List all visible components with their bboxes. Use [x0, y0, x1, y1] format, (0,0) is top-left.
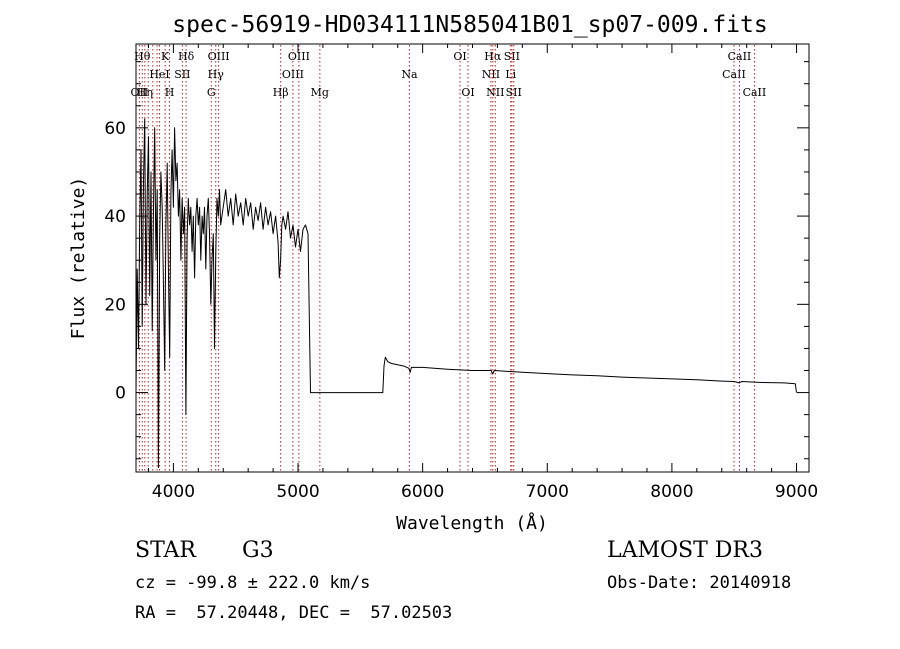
line-marker-label: Hβ: [273, 86, 289, 99]
spectral-line-markers: OII Hθ Hη HeI K H SII Hδ G Hγ OIII Hβ OIII OIII Mg Na OI…: [131, 45, 767, 471]
x-axis: 4000 5000 6000 7000 8000 9000: [147, 44, 818, 502]
line-marker-label: NII: [486, 86, 504, 99]
line-marker-label: Na: [401, 68, 418, 81]
y-tick-label: 20: [104, 295, 126, 315]
line-marker-label: OII: [131, 86, 149, 99]
x-tick-label: 4000: [152, 482, 195, 502]
y-axis: 0 20 40 60: [104, 61, 809, 460]
plot-frame: [135, 43, 810, 473]
line-marker-label: NII: [482, 68, 500, 81]
line-marker-label: Hδ: [178, 50, 195, 63]
line-marker-label: H: [165, 86, 175, 99]
line-marker-label: Li: [505, 68, 516, 81]
ra-dec: RA = 57.20448, DEC = 57.02503: [135, 603, 453, 623]
y-tick-label: 40: [104, 207, 126, 227]
survey-name: LAMOST DR3: [607, 538, 763, 563]
redshift-cz: cz = -99.8 ± 222.0 km/s: [135, 573, 371, 593]
line-marker-label: K: [161, 50, 170, 63]
line-marker-label: Hη: [137, 86, 153, 99]
x-tick-label: 8000: [650, 482, 693, 502]
line-marker-label: CaII: [722, 68, 746, 81]
line-marker-label: Hθ: [134, 50, 151, 63]
x-tick-label: 5000: [276, 482, 319, 502]
line-marker-label: CaII: [743, 86, 767, 99]
line-marker-label: SII: [504, 50, 520, 63]
chart-title: spec-56919-HD034111N585041B01_sp07-009.f…: [172, 12, 767, 38]
x-tick-label: 6000: [401, 482, 444, 502]
line-marker-label: G: [207, 86, 216, 99]
line-marker-label: OIII: [288, 50, 310, 63]
y-tick-label: 0: [115, 384, 126, 404]
x-tick-label: 9000: [775, 482, 818, 502]
object-class: STAR: [135, 538, 196, 563]
y-axis-label: Flux (relative): [68, 177, 89, 340]
line-marker-label: SII: [174, 68, 190, 81]
y-tick-label: 60: [104, 119, 126, 139]
line-marker-label: Hγ: [208, 68, 225, 81]
object-subclass: G3: [242, 538, 274, 563]
line-marker-label: OI: [461, 86, 474, 99]
line-marker-label: OIII: [282, 68, 304, 81]
line-marker-label: CaII: [728, 50, 752, 63]
line-marker-label: Hα: [484, 50, 502, 63]
x-tick-label: 7000: [526, 482, 569, 502]
line-marker-label: OIII: [208, 50, 230, 63]
line-marker-label: SII: [506, 86, 522, 99]
spectrum-line: [135, 118, 797, 469]
line-marker-label: Mg: [311, 86, 329, 99]
line-marker-label: HeI: [149, 68, 169, 81]
series-layer: [135, 118, 797, 469]
line-marker-label: OI: [453, 50, 466, 63]
x-axis-label: Wavelength (Å): [396, 512, 548, 534]
observation-date: Obs-Date: 20140918: [607, 573, 792, 593]
